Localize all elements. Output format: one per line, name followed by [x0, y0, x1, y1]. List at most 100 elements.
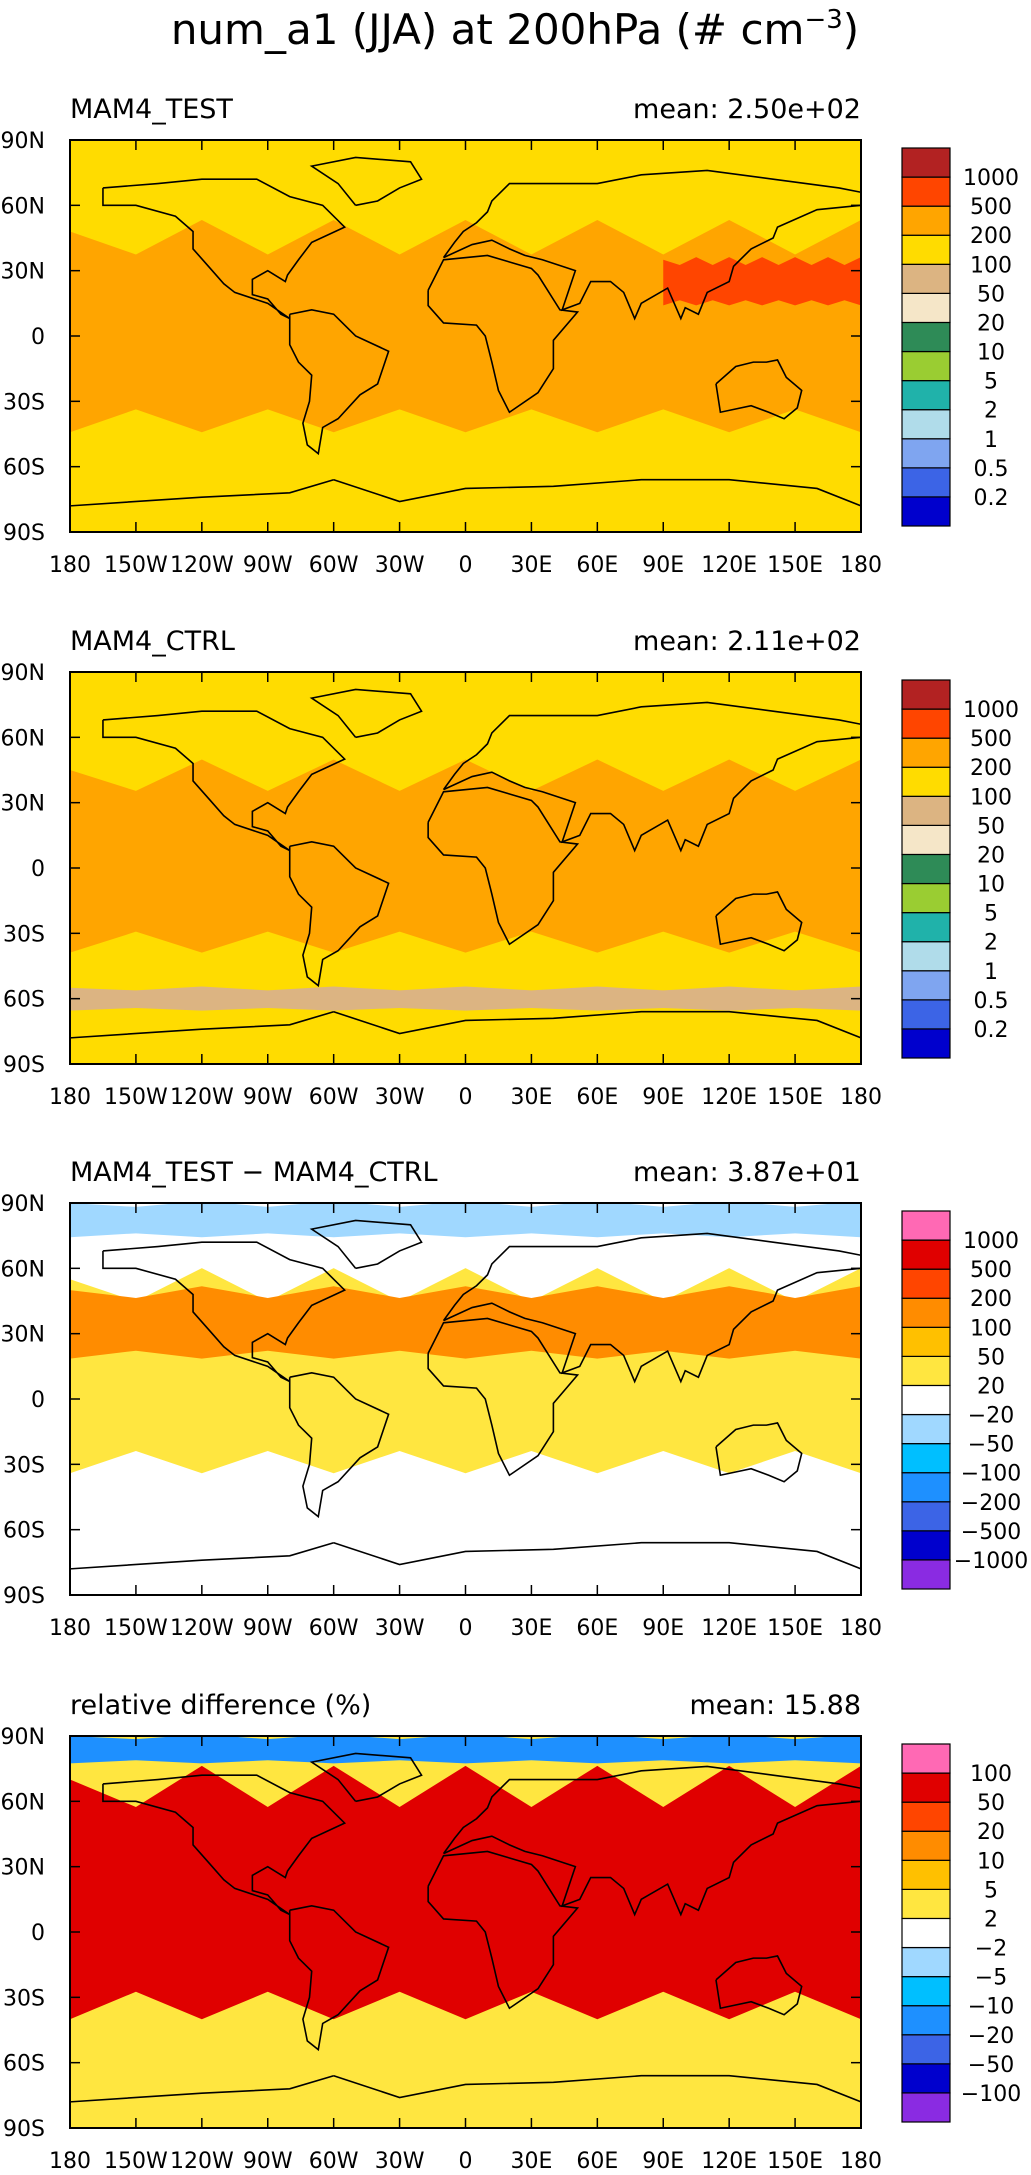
contour-band [70, 1765, 861, 2020]
colorbar-swatch [901, 205, 951, 236]
x-tick-label: 0 [459, 2149, 473, 2174]
contour-field [70, 1203, 861, 1595]
y-tick-label: 90N [1, 129, 45, 154]
colorbar-swatch [901, 1501, 951, 1532]
y-tick-label: 30N [1, 792, 45, 817]
colorbar-swatch [901, 1413, 951, 1445]
colorbar-swatch [901, 321, 951, 353]
colorbar-label: 100 [970, 253, 1012, 278]
colorbar-label: 1000 [963, 166, 1019, 191]
colorbar-swatch [901, 824, 951, 856]
colorbar-label: 500 [970, 1258, 1012, 1283]
coastline [715, 1955, 803, 2016]
colorbar-label: 100 [970, 1316, 1012, 1341]
coastline [427, 254, 580, 414]
panel-mean: mean: 3.87e+01 [633, 1157, 861, 1188]
colorbar: −100 −50 −20 −10 −5 −2 2 5 10 20 50 100 [901, 1743, 1021, 2123]
coastline [715, 891, 803, 952]
x-tick-label: 0 [459, 1085, 473, 1110]
coastline [288, 1372, 390, 1519]
colorbar-label: 1000 [963, 698, 1019, 723]
panel-mean: mean: 2.11e+02 [633, 626, 861, 657]
colorbar-label: 50 [977, 814, 1005, 839]
colorbar-swatch [901, 795, 951, 826]
colorbar-label: 20 [977, 1374, 1005, 1399]
colorbar: 0.2 0.5 1 2 5 10 20 50 100 200 500 1000 [901, 147, 1019, 527]
panel-title: relative difference (%) [70, 1690, 371, 1721]
colorbar-label: 200 [970, 1287, 1012, 1312]
colorbar-label: 20 [977, 1820, 1005, 1845]
x-tick-label: 150W [104, 1085, 168, 1110]
map-panel-3: MAM4_TEST − MAM4_CTRL mean: 3.87e+01 180 15… [1, 1157, 1029, 1641]
y-tick-label: 30S [3, 922, 45, 947]
x-tick-label: 90E [642, 1616, 684, 1641]
y-tick-label: 30N [1, 1323, 45, 1348]
coastline [288, 841, 390, 988]
colorbar-label: 10 [977, 1849, 1005, 1874]
colorbar-label: 10 [977, 873, 1005, 898]
colorbar-swatch [901, 1443, 951, 1474]
colorbar-swatch [901, 679, 951, 710]
y-tick-label: 30N [1, 260, 45, 285]
x-tick-label: 90E [642, 2149, 684, 2174]
colorbar-label: −100 [961, 1462, 1021, 1487]
colorbar-swatch [901, 708, 951, 739]
contour-band [70, 1286, 861, 1359]
y-tick-label: 90S [3, 2117, 45, 2142]
x-tick-label: 30W [375, 1616, 425, 1641]
y-tick-label: 60S [3, 2052, 45, 2077]
x-tick-label: 180 [49, 1085, 91, 1110]
y-tick-label: 30S [3, 1453, 45, 1478]
x-tick-label: 180 [840, 1085, 882, 1110]
coastline [442, 1765, 861, 1917]
colorbar-swatch [901, 1559, 951, 1590]
y-tick-label: 60N [1, 1257, 45, 1282]
y-tick-label: 30S [3, 1986, 45, 2011]
colorbar-label: 200 [970, 756, 1012, 781]
x-tick-label: 30E [510, 553, 552, 578]
coastline [70, 1010, 861, 1064]
colorbar-swatch [901, 1888, 951, 1920]
colorbar-label: 0.2 [974, 486, 1009, 511]
panel-title: MAM4_CTRL [70, 626, 235, 657]
colorbar-label: 0.5 [974, 457, 1009, 482]
x-tick-label: 90W [243, 553, 293, 578]
coastline [427, 1850, 580, 2010]
x-tick-label: 150E [767, 2149, 823, 2174]
colorbar-label: 1000 [963, 1229, 1019, 1254]
coastlines [70, 1752, 861, 2128]
y-tick-label: 60S [3, 988, 45, 1013]
colorbar: 0.2 0.5 1 2 5 10 20 50 100 200 500 1000 [901, 679, 1019, 1059]
colorbar-swatch [901, 350, 951, 382]
colorbar-label: 50 [977, 1791, 1005, 1816]
x-tick-label: 60E [576, 1085, 618, 1110]
x-tick-label: 60E [576, 1616, 618, 1641]
x-tick-label: 30W [375, 2149, 425, 2174]
x-tick-label: 150E [767, 553, 823, 578]
x-tick-label: 150W [104, 1616, 168, 1641]
colorbar-swatch [901, 1917, 951, 1949]
figure-title: num_a1 (JJA) at 200hPa (# cm−3) [171, 5, 859, 54]
y-axis: 90N 60N 30N 0 30S 60S 90S [1, 129, 861, 546]
contour-field [70, 672, 861, 1064]
colorbar-swatch [901, 999, 951, 1030]
y-tick-label: 30S [3, 390, 45, 415]
colorbar-label: −100 [961, 2082, 1021, 2107]
colorbar-swatch [901, 1384, 951, 1416]
coastline [715, 1422, 803, 1483]
colorbar-swatch [901, 438, 951, 469]
x-tick-label: 120E [701, 1616, 757, 1641]
panel-mean: mean: 15.88 [689, 1690, 861, 1721]
y-tick-label: 0 [31, 325, 45, 350]
y-tick-label: 0 [31, 857, 45, 882]
x-tick-label: 120W [170, 2149, 234, 2174]
colorbar-swatch [901, 882, 951, 914]
y-tick-label: 90N [1, 1192, 45, 1217]
y-tick-label: 90S [3, 1053, 45, 1078]
x-tick-label: 120W [170, 553, 234, 578]
colorbar-swatch [901, 1472, 951, 1503]
colorbar-label: 500 [970, 727, 1012, 752]
x-tick-label: 30W [375, 1085, 425, 1110]
